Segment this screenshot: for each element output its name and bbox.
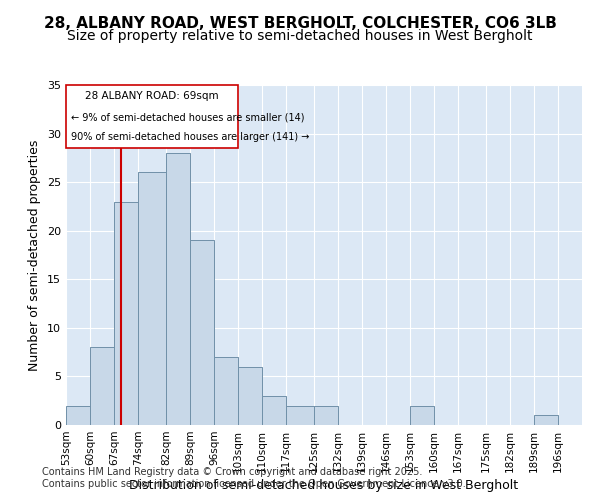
- Bar: [66, 406, 90, 425]
- Bar: [262, 396, 286, 425]
- Bar: [286, 406, 314, 425]
- Bar: [214, 357, 238, 425]
- X-axis label: Distribution of semi-detached houses by size in West Bergholt: Distribution of semi-detached houses by …: [130, 479, 518, 492]
- Bar: [166, 153, 190, 425]
- Bar: [238, 366, 262, 425]
- Text: 28, ALBANY ROAD, WEST BERGHOLT, COLCHESTER, CO6 3LB: 28, ALBANY ROAD, WEST BERGHOLT, COLCHEST…: [44, 16, 556, 32]
- Bar: [190, 240, 214, 425]
- Bar: [534, 416, 558, 425]
- FancyBboxPatch shape: [66, 85, 238, 148]
- Text: 28 ALBANY ROAD: 69sqm: 28 ALBANY ROAD: 69sqm: [85, 91, 219, 101]
- Bar: [138, 172, 166, 425]
- Y-axis label: Number of semi-detached properties: Number of semi-detached properties: [28, 140, 41, 370]
- Text: ← 9% of semi-detached houses are smaller (14): ← 9% of semi-detached houses are smaller…: [71, 112, 305, 122]
- Bar: [90, 348, 114, 425]
- Text: Size of property relative to semi-detached houses in West Bergholt: Size of property relative to semi-detach…: [67, 29, 533, 43]
- Bar: [410, 406, 434, 425]
- Bar: [114, 202, 138, 425]
- Text: Contains HM Land Registry data © Crown copyright and database right 2025.
Contai: Contains HM Land Registry data © Crown c…: [42, 468, 466, 489]
- Text: 90% of semi-detached houses are larger (141) →: 90% of semi-detached houses are larger (…: [71, 132, 310, 141]
- Bar: [314, 406, 338, 425]
